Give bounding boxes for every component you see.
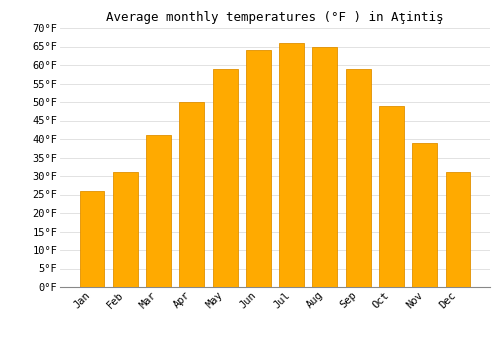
Bar (312, 47, 338, 287)
Bar (212, 69, 238, 287)
Bar (279, 43, 304, 287)
Bar (80, 191, 104, 287)
Bar (379, 106, 404, 287)
Bar (113, 172, 138, 287)
Bar (246, 50, 271, 287)
Bar (412, 143, 437, 287)
Bar (446, 172, 470, 287)
Bar (346, 69, 370, 287)
Bar (180, 102, 204, 287)
Title: Average monthly temperatures (°F ) in Aţintiş: Average monthly temperatures (°F ) in Aţ… (106, 11, 444, 24)
Bar (146, 135, 171, 287)
